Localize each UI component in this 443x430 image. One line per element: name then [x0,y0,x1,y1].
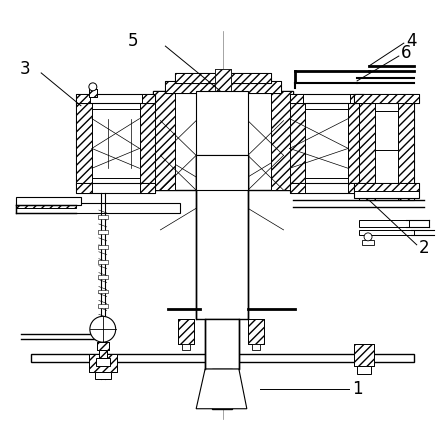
Bar [89,354,117,372]
Text: 5: 5 [128,32,139,50]
Bar [89,354,117,372]
Bar [306,109,348,178]
Polygon shape [196,369,247,409]
Bar [98,230,108,234]
Bar [290,101,364,185]
Bar [76,94,90,103]
Bar [215,69,231,94]
Bar [153,91,292,190]
Bar [354,344,374,366]
Bar [96,358,110,366]
Bar [140,101,155,185]
Text: 1: 1 [352,380,363,398]
Bar [205,319,239,369]
Bar [362,240,374,245]
Bar [175,73,271,83]
Text: 3: 3 [19,60,30,78]
Bar [354,183,419,191]
Bar [354,344,374,366]
Circle shape [364,233,372,241]
Bar [375,111,398,150]
Bar [178,319,194,344]
Bar [16,203,180,213]
Bar [359,230,414,235]
Text: 6: 6 [401,44,412,62]
Bar [290,183,306,193]
Bar [98,304,108,308]
Bar [398,101,414,200]
Bar [178,319,194,344]
Bar [175,73,271,83]
Bar [182,344,190,350]
Circle shape [89,83,97,91]
Bar [98,275,108,279]
Bar [98,289,108,294]
Bar [16,203,76,208]
Bar [76,183,92,193]
Bar [99,350,107,358]
Bar [359,220,409,227]
Bar [354,94,419,103]
Bar [98,245,108,249]
Bar [354,183,419,198]
Bar [196,155,248,319]
Bar [89,89,97,97]
Bar [215,69,231,94]
Bar [31,354,414,362]
Bar [252,344,260,350]
Bar [95,372,111,379]
Circle shape [90,316,116,342]
Bar [153,91,175,190]
Bar [76,101,155,185]
Bar [76,183,155,193]
Bar [16,197,81,205]
Bar [357,366,371,374]
Bar [248,319,264,344]
Bar [97,342,109,350]
Bar [359,101,375,200]
Bar [248,319,264,344]
Bar [290,94,364,103]
Text: 4: 4 [406,32,416,50]
Bar [165,81,280,93]
Bar [290,101,306,185]
Bar [97,342,109,350]
Bar [196,155,248,190]
Text: 2: 2 [419,239,429,257]
Bar [76,94,155,103]
Bar [89,89,97,97]
Bar [271,91,292,190]
Bar [98,215,108,219]
Bar [348,183,364,193]
Bar [141,94,155,103]
Bar [76,101,92,185]
Bar [98,260,108,264]
Bar [290,183,364,193]
Bar [359,101,414,200]
Bar [140,183,155,193]
Bar [92,109,140,178]
Bar [99,350,107,358]
Bar [350,94,364,103]
Bar [354,94,419,103]
Bar [196,91,248,155]
Bar [165,81,280,93]
Bar [348,101,364,185]
Bar [212,369,232,409]
Bar [290,94,303,103]
